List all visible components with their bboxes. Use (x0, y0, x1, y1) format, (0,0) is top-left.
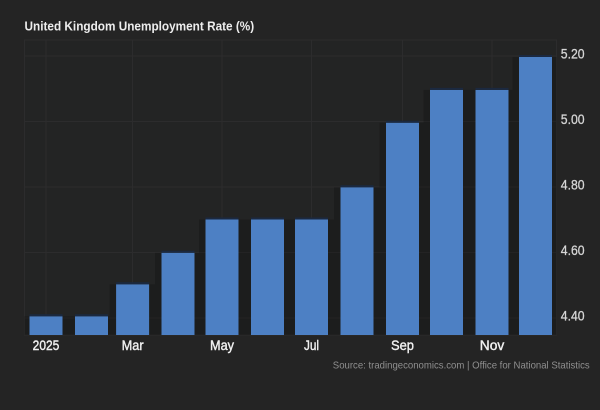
svg-text:United Kingdom Unemployment Ra: United Kingdom Unemployment Rate (%) (25, 18, 255, 33)
svg-text:4.60: 4.60 (561, 242, 585, 258)
svg-text:Jul: Jul (304, 337, 319, 353)
svg-text:Sep: Sep (391, 337, 414, 353)
svg-text:4.80: 4.80 (561, 176, 585, 192)
svg-text:2025: 2025 (33, 337, 60, 353)
svg-text:Nov: Nov (480, 337, 505, 353)
svg-text:May: May (210, 337, 234, 353)
svg-text:Mar: Mar (122, 337, 144, 353)
svg-text:5.20: 5.20 (561, 45, 585, 61)
svg-text:5.00: 5.00 (561, 111, 585, 127)
svg-text:4.40: 4.40 (561, 307, 585, 323)
svg-text:Source: tradingeconomics.com |: Source: tradingeconomics.com | Office fo… (333, 360, 590, 372)
